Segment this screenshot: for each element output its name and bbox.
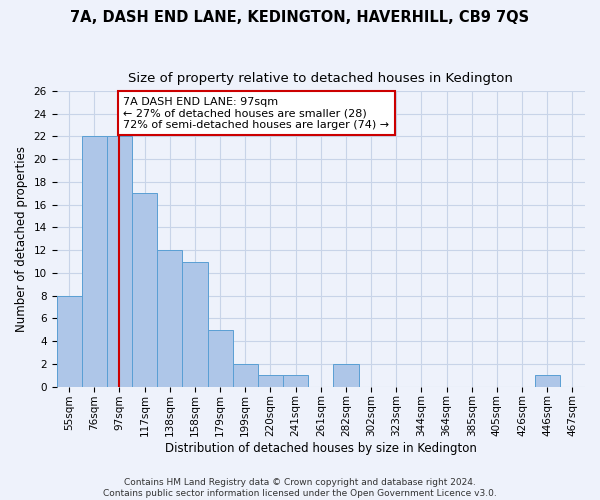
Text: Contains HM Land Registry data © Crown copyright and database right 2024.
Contai: Contains HM Land Registry data © Crown c… [103, 478, 497, 498]
Bar [283, 376, 308, 386]
X-axis label: Distribution of detached houses by size in Kedington: Distribution of detached houses by size … [165, 442, 477, 455]
Bar [132, 193, 157, 386]
Bar [107, 136, 132, 386]
Bar [56, 296, 82, 386]
Bar [233, 364, 258, 386]
Bar [82, 136, 107, 386]
Title: Size of property relative to detached houses in Kedington: Size of property relative to detached ho… [128, 72, 513, 86]
Y-axis label: Number of detached properties: Number of detached properties [15, 146, 28, 332]
Text: 7A DASH END LANE: 97sqm
← 27% of detached houses are smaller (28)
72% of semi-de: 7A DASH END LANE: 97sqm ← 27% of detache… [123, 96, 389, 130]
Bar [334, 364, 359, 386]
Bar [182, 262, 208, 386]
Bar [157, 250, 182, 386]
Bar [208, 330, 233, 386]
Bar [535, 376, 560, 386]
Text: 7A, DASH END LANE, KEDINGTON, HAVERHILL, CB9 7QS: 7A, DASH END LANE, KEDINGTON, HAVERHILL,… [70, 10, 530, 25]
Bar [258, 376, 283, 386]
